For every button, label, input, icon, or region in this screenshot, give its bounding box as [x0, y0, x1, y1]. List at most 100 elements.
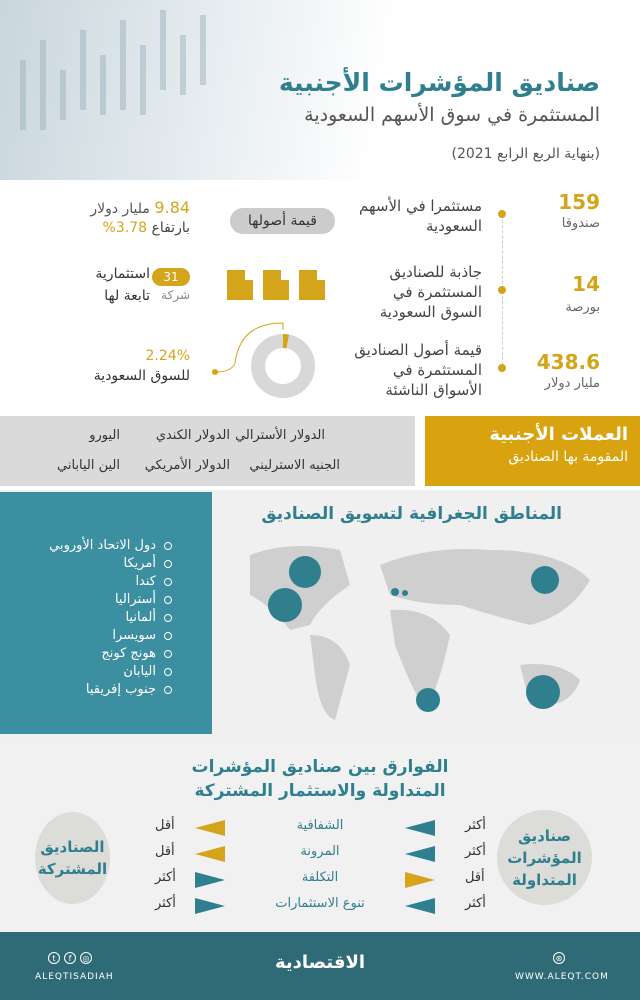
comparison-title: الفوارق بين صناديق المؤشرات المتداولة وا… — [0, 755, 640, 803]
currency-item: الجنيه الاسترليني — [249, 458, 340, 473]
brand-logo: الاقتصادية — [274, 952, 366, 973]
currency-item: الدولار الأسترالي — [235, 428, 325, 443]
region-marker-hongkong — [531, 566, 559, 594]
region-label: كندا — [135, 574, 156, 589]
companies-count: 31 — [152, 268, 190, 286]
region-label: أستراليا — [114, 592, 156, 607]
criterion-label: تنوع الاستثمارات — [275, 896, 365, 911]
timeline-dot — [498, 210, 506, 218]
region-marker-switzerland — [402, 590, 408, 596]
criterion-label: الشفافية — [296, 818, 344, 833]
rise-value: 3.78% — [102, 220, 148, 236]
currency-item: الدولار الأمريكي — [144, 458, 230, 473]
footer: t f ◎ ALEQTISADIAH الاقتصادية ⊛ WWW.ALEQ… — [0, 932, 640, 1000]
page-subtitle: المستثمرة في سوق الأسهم السعودية — [304, 104, 600, 126]
currencies-subtitle: المقومة بها الصناديق — [508, 449, 628, 465]
social-icons: t f ◎ — [48, 952, 92, 964]
region-marker-canada — [289, 556, 321, 588]
social-handle[interactable]: ALEQTISADIAH — [35, 972, 114, 982]
comparison-title-line: المتداولة والاستثمار المشتركة — [194, 781, 446, 801]
donut-track — [251, 334, 315, 398]
globe-icon: ⊛ — [553, 952, 565, 964]
stat-value: 14 — [572, 272, 600, 296]
stat-value: 438.6 — [536, 350, 600, 374]
instagram-icon[interactable]: ◎ — [80, 952, 92, 964]
stat-desc: جاذبة للصناديق المستثمرة في السوق السعود… — [379, 263, 482, 321]
companies-unit: شركة — [161, 288, 190, 302]
connector-dot — [212, 369, 218, 375]
region-marker-australia — [526, 675, 560, 709]
etf-value: أكثر — [465, 818, 486, 833]
region-label: اليابان — [123, 664, 156, 679]
currency-item: الين الياباني — [56, 458, 120, 473]
donut-share-arc — [251, 334, 315, 398]
region-item: أمريكا — [123, 556, 172, 571]
region-label: سويسرا — [112, 628, 156, 643]
comparison-title-line: الفوارق بين صناديق المؤشرات — [191, 757, 449, 777]
region-marker-america — [268, 588, 302, 622]
region-item: هونج كونج — [101, 646, 172, 661]
arrow-right-icon — [405, 872, 435, 888]
stat-value: 159 — [558, 190, 600, 214]
stat-unit: صندوقا — [561, 216, 600, 231]
region-item: سويسرا — [112, 628, 172, 643]
connector-line — [214, 322, 284, 373]
page-title: صناديق المؤشرات الأجنبية — [278, 68, 600, 97]
assets-value: 9.84 — [154, 198, 190, 217]
companies-label: استثمارية — [95, 266, 150, 282]
stat-desc: قيمة أصول الصناديق المستثمرة في الأسواق … — [354, 341, 482, 399]
etf-value: أكثر — [465, 896, 486, 911]
region-item: ألمانيا — [125, 610, 172, 625]
mutual-oval: الصناديق المشتركة — [35, 812, 110, 904]
region-label: جنوب إفريقيا — [85, 682, 156, 697]
region-marker-europe — [391, 588, 399, 596]
currency-item: اليورو — [89, 428, 120, 443]
assets-value-line: 9.84 مليار دولار — [70, 198, 190, 217]
region-label: ألمانيا — [125, 610, 156, 625]
stat-unit: مليار دولار — [544, 376, 600, 391]
etf-value: أكثر — [465, 844, 486, 859]
assets-pill: قيمة أصولها — [230, 208, 335, 234]
mutual-value: أكثر — [155, 896, 176, 911]
currencies-heading: العملات الأجنبية المقومة بها الصناديق — [425, 416, 640, 486]
arrow-left-icon — [195, 820, 225, 836]
arrow-left-icon — [195, 846, 225, 862]
assets-rise-line: بارتفاع 3.78% — [70, 220, 190, 236]
region-item: كندا — [135, 574, 172, 589]
stat-desc: مستثمرا في الأسهم السعودية — [359, 197, 482, 235]
world-map — [250, 546, 590, 720]
website-link[interactable]: WWW.ALEQT.COM — [515, 972, 609, 982]
share-value: 2.24% — [145, 348, 190, 364]
mutual-value: أقل — [155, 844, 175, 859]
region-item: أستراليا — [115, 592, 172, 607]
region-item: اليابان — [123, 664, 172, 679]
twitter-icon[interactable]: t — [48, 952, 60, 964]
period-label: (بنهاية الربع الرابع 2021) — [451, 146, 600, 162]
etf-oval: صناديق المؤشرات المتداولة — [497, 810, 592, 905]
facebook-icon[interactable]: f — [64, 952, 76, 964]
stat-unit: بورصة — [565, 300, 600, 315]
arrow-left-icon — [405, 846, 435, 862]
region-label: أمريكا — [123, 556, 156, 571]
regions-title: المناطق الجغرافية لتسويق الصناديق — [261, 504, 562, 524]
region-item: جنوب إفريقيا — [86, 682, 172, 697]
arrow-left-icon — [405, 898, 435, 914]
header: صناديق المؤشرات الأجنبية المستثمرة في سو… — [0, 0, 640, 180]
region-item: دول الاتحاد الأوروبي — [49, 538, 172, 553]
currencies-title: العملات الأجنبية — [489, 424, 628, 445]
etf-value: أقل — [465, 870, 485, 885]
region-label: دول الاتحاد الأوروبي — [49, 538, 156, 553]
arrow-left-icon — [405, 820, 435, 836]
rise-label: بارتفاع — [151, 220, 190, 236]
share-donut-chart — [212, 322, 315, 398]
criterion-label: المرونة — [300, 844, 340, 859]
buildings-icon — [227, 270, 325, 300]
mutual-value: أقل — [155, 818, 175, 833]
regions-panel: دول الاتحاد الأوروبي أمريكا كندا أسترالي… — [0, 492, 212, 734]
assets-unit: مليار دولار — [90, 201, 150, 217]
criterion-label: التكلفة — [301, 870, 339, 885]
share-label: للسوق السعودية — [93, 368, 190, 384]
chart-background-icon — [20, 10, 206, 130]
region-marker-south-africa — [416, 688, 440, 712]
arrow-right-icon — [195, 872, 225, 888]
